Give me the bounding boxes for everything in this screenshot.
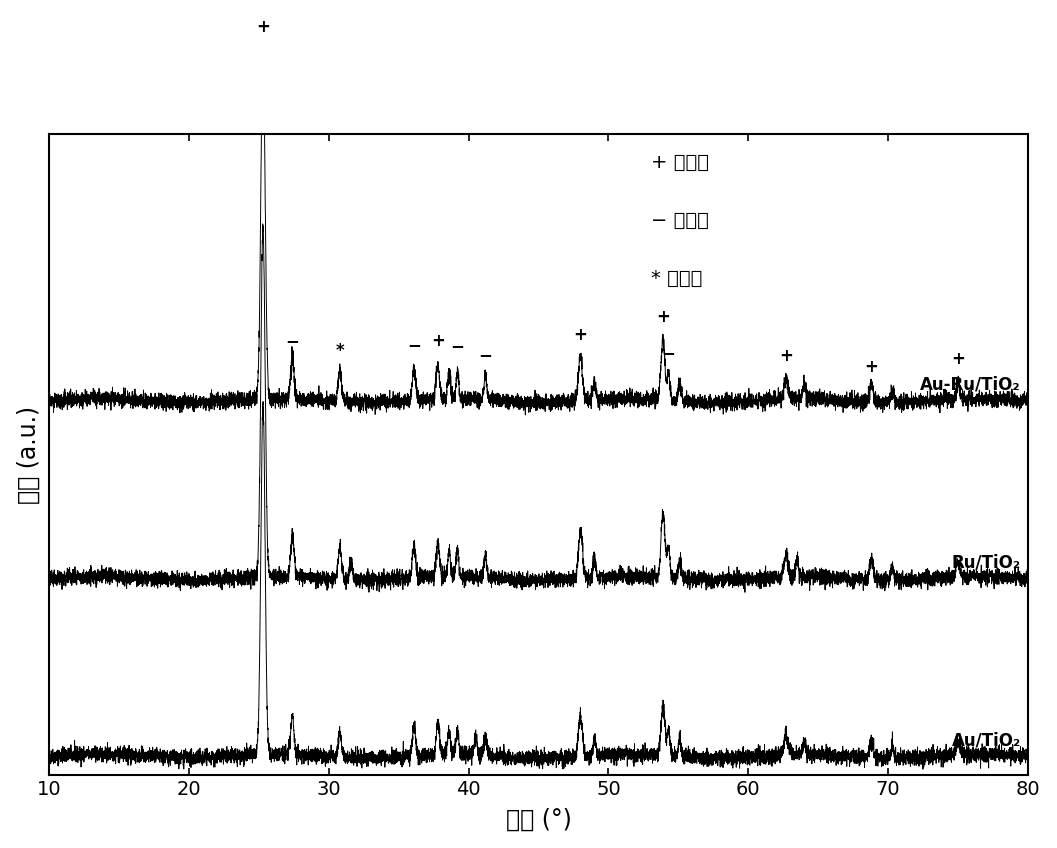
Text: * 板钓矿: * 板钓矿 xyxy=(651,269,703,287)
Text: +: + xyxy=(779,347,793,365)
Text: +: + xyxy=(574,326,588,344)
X-axis label: 角度 (°): 角度 (°) xyxy=(505,807,572,831)
Text: + 锐钓矿: + 锐钓矿 xyxy=(651,153,709,172)
Text: +: + xyxy=(431,332,445,350)
Text: −: − xyxy=(450,338,464,355)
Y-axis label: 强度 (a.u.): 强度 (a.u.) xyxy=(17,405,40,504)
Text: +: + xyxy=(656,308,670,326)
Text: −: − xyxy=(662,344,675,362)
Text: +: + xyxy=(256,19,270,36)
Text: Au/TiO₂: Au/TiO₂ xyxy=(951,731,1021,750)
Text: − 金红石: − 金红石 xyxy=(651,211,709,230)
Text: Ru/TiO₂: Ru/TiO₂ xyxy=(952,554,1021,572)
Text: −: − xyxy=(407,336,421,354)
Text: −: − xyxy=(285,332,299,350)
Text: −: − xyxy=(479,346,493,365)
Text: Au-Ru/TiO₂: Au-Ru/TiO₂ xyxy=(921,376,1021,393)
Text: *: * xyxy=(335,343,345,360)
Text: +: + xyxy=(951,350,965,368)
Text: +: + xyxy=(865,358,878,377)
